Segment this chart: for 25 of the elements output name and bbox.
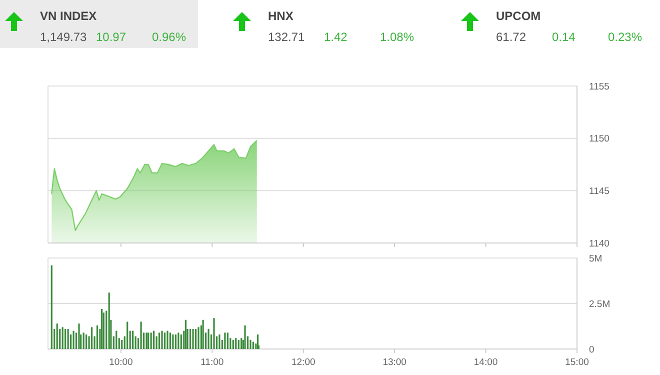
y-tick-label: 0 xyxy=(589,344,594,356)
text: 0.23% xyxy=(608,30,642,44)
text: 0.96% xyxy=(152,30,186,44)
text: 1.08% xyxy=(380,30,414,44)
text: VN INDEX xyxy=(40,9,97,23)
y-tick-label: 5M xyxy=(589,253,602,264)
text: 1.42 xyxy=(324,30,348,44)
text: 10.97 xyxy=(96,30,126,44)
y-tick-label: 1150 xyxy=(589,134,610,145)
y-tick-label: 2.5M xyxy=(589,298,610,310)
text: HNX xyxy=(268,9,294,23)
x-tick-label: 11:00 xyxy=(200,357,224,368)
text: 61.72 xyxy=(496,30,526,44)
text: 0.14 xyxy=(552,30,576,44)
text: UPCOM xyxy=(496,9,541,23)
x-tick-label: 12:00 xyxy=(291,357,316,368)
y-tick-label: 1145 xyxy=(589,186,610,197)
y-tick-label: 1140 xyxy=(589,238,610,250)
x-tick-label: 10:00 xyxy=(109,357,133,368)
y-tick-label: 1155 xyxy=(589,81,610,92)
x-tick-label: 14:00 xyxy=(474,357,498,368)
text: 132.71 xyxy=(268,30,306,44)
x-tick-label: 13:00 xyxy=(382,357,406,368)
text: 1,149.73 xyxy=(40,30,88,44)
x-tick-label: 15:00 xyxy=(565,357,589,368)
